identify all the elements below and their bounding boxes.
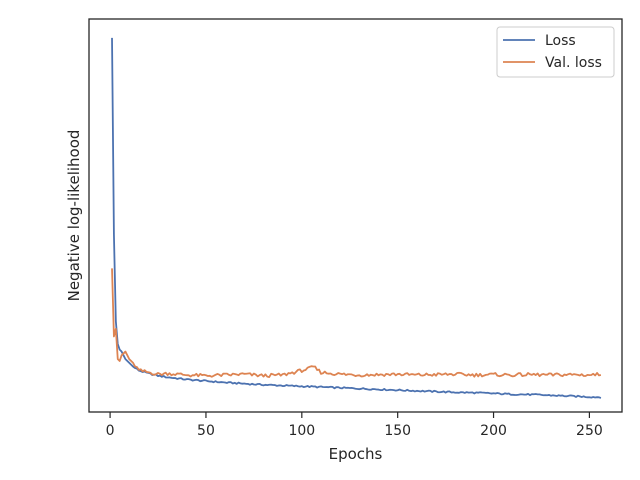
- plot-frame: [88, 18, 623, 413]
- legend-label-val-loss: Val. loss: [545, 55, 602, 71]
- y-axis-label: Negative log-likelihood: [65, 130, 83, 302]
- series-line-loss: [111, 37, 602, 399]
- legend-label-loss: Loss: [545, 33, 576, 49]
- x-axis-ticks: 0 50 100 150 200 250: [106, 412, 603, 439]
- series-layer: [111, 37, 602, 399]
- x-tick-label: 100: [288, 423, 315, 439]
- x-tick-label: 150: [384, 423, 411, 439]
- x-tick-label: 200: [480, 423, 507, 439]
- x-axis-label: Epochs: [329, 445, 383, 463]
- x-tick-label: 250: [576, 423, 603, 439]
- x-tick-label: 50: [197, 423, 215, 439]
- x-tick-label: 0: [106, 423, 115, 439]
- legend: Loss Val. loss: [496, 26, 615, 78]
- series-line-val-loss: [111, 268, 602, 378]
